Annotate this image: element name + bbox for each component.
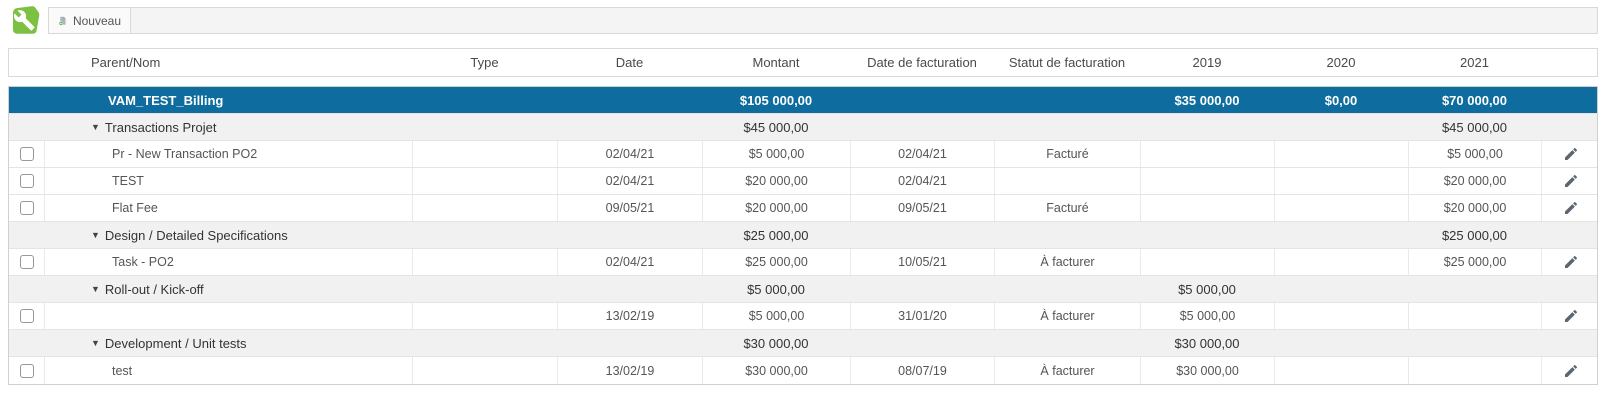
row-date-facturation: 10/05/21 (850, 249, 994, 275)
table-row: Pr - New Transaction PO2 02/04/21 $5 000… (9, 141, 1597, 168)
column-header-parent-nom[interactable]: Parent/Nom (91, 55, 161, 70)
collapse-arrow-icon[interactable]: ▼ (91, 230, 100, 240)
row-statut (994, 168, 1140, 194)
table-row: Task - PO2 02/04/21 $25 000,00 10/05/21 … (9, 249, 1597, 276)
summary-2019: $35 000,00 (1174, 92, 1240, 108)
group-name: Transactions Projet (104, 119, 217, 135)
row-date-facturation: 08/07/19 (850, 357, 994, 384)
row-date-facturation: 02/04/21 (850, 141, 994, 167)
collapse-arrow-icon[interactable]: ▼ (91, 122, 100, 132)
column-header-statut-facturation[interactable]: Statut de facturation (1008, 55, 1126, 70)
edit-icon[interactable] (1563, 308, 1579, 324)
row-type (412, 141, 557, 167)
column-header-date-facturation[interactable]: Date de facturation (867, 55, 977, 70)
row-date: 13/02/19 (557, 303, 702, 329)
row-date-facturation: 09/05/21 (850, 195, 994, 221)
row-statut: Facturé (994, 195, 1140, 221)
edit-icon[interactable] (1563, 146, 1579, 162)
row-statut: À facturer (994, 357, 1140, 384)
column-header-montant[interactable]: Montant (752, 55, 800, 70)
row-date: 02/04/21 (557, 141, 702, 167)
summary-row[interactable]: VAM_TEST_Billing $105 000,00 $35 000,00 … (9, 87, 1597, 114)
row-checkbox[interactable] (19, 174, 34, 188)
row-montant: $20 000,00 (702, 168, 850, 194)
group-2019: $30 000,00 (1174, 335, 1240, 351)
summary-2020: $0,00 (1324, 92, 1358, 108)
row-montant: $20 000,00 (702, 195, 850, 221)
group-montant: $45 000,00 (743, 119, 809, 135)
row-montant: $25 000,00 (702, 249, 850, 275)
table-body: VAM_TEST_Billing $105 000,00 $35 000,00 … (8, 86, 1598, 385)
table-header-row: Parent/Nom Type Date Montant Date de fac… (8, 48, 1598, 77)
row-name: Flat Fee (44, 195, 412, 221)
table-row: test 13/02/19 $30 000,00 08/07/19 À fact… (9, 357, 1597, 384)
nouveau-button[interactable]: Nouveau (49, 8, 131, 33)
row-montant: $5 000,00 (702, 141, 850, 167)
row-statut: À facturer (994, 249, 1140, 275)
row-statut: Facturé (994, 141, 1140, 167)
row-montant: $30 000,00 (702, 357, 850, 384)
column-header-2020[interactable]: 2020 (1326, 55, 1356, 70)
edit-icon[interactable] (1563, 363, 1579, 379)
table-row: 13/02/19 $5 000,00 31/01/20 À facturer $… (9, 303, 1597, 330)
column-header-2021[interactable]: 2021 (1460, 55, 1489, 70)
group-name: Design / Detailed Specifications (104, 227, 288, 243)
group-row[interactable]: ▼ Transactions Projet $45 000,00 $45 000… (9, 114, 1597, 141)
row-name (44, 303, 412, 329)
row-name: test (44, 357, 412, 384)
row-type (412, 195, 557, 221)
column-header-2019[interactable]: 2019 (1192, 55, 1222, 70)
group-row[interactable]: ▼ Roll-out / Kick-off $5 000,00 $5 000,0… (9, 276, 1597, 303)
row-statut: À facturer (994, 303, 1140, 329)
new-document-icon (58, 16, 66, 26)
nouveau-button-label: Nouveau (72, 13, 121, 28)
row-date-facturation: 31/01/20 (850, 303, 994, 329)
row-date-facturation: 02/04/21 (850, 168, 994, 194)
group-2021: $45 000,00 (1441, 119, 1508, 135)
row-checkbox[interactable] (19, 255, 34, 269)
row-name: Pr - New Transaction PO2 (44, 141, 412, 167)
row-date: 02/04/21 (557, 249, 702, 275)
row-name: Task - PO2 (44, 249, 412, 275)
edit-icon[interactable] (1563, 254, 1579, 270)
group-2019: $5 000,00 (1178, 281, 1236, 297)
collapse-arrow-icon[interactable]: ▼ (91, 338, 100, 348)
table-row: TEST 02/04/21 $20 000,00 02/04/21 $20 00… (9, 168, 1597, 195)
row-name: TEST (44, 168, 412, 194)
group-row[interactable]: ▼ Development / Unit tests $30 000,00 $3… (9, 330, 1597, 357)
row-date: 09/05/21 (557, 195, 702, 221)
row-montant: $5 000,00 (702, 303, 850, 329)
summary-montant: $105 000,00 (739, 92, 813, 108)
edit-icon[interactable] (1563, 200, 1579, 216)
group-name: Roll-out / Kick-off (104, 281, 204, 297)
group-name: Development / Unit tests (104, 335, 247, 351)
row-checkbox[interactable] (19, 147, 34, 161)
row-date: 13/02/19 (557, 357, 702, 384)
row-checkbox[interactable] (19, 363, 34, 378)
group-2021: $25 000,00 (1441, 227, 1508, 243)
summary-name: VAM_TEST_Billing (108, 92, 224, 108)
wrench-badge-icon[interactable] (8, 4, 41, 37)
edit-icon[interactable] (1563, 173, 1579, 189)
collapse-arrow-icon[interactable]: ▼ (91, 284, 100, 294)
row-type (412, 303, 557, 329)
group-montant: $25 000,00 (743, 227, 809, 243)
table-row: Flat Fee 09/05/21 $20 000,00 09/05/21 Fa… (9, 195, 1597, 222)
row-date: 02/04/21 (557, 168, 702, 194)
row-type (412, 249, 557, 275)
group-montant: $5 000,00 (747, 281, 805, 297)
row-type (412, 168, 557, 194)
row-checkbox[interactable] (19, 201, 34, 215)
row-checkbox[interactable] (19, 309, 34, 323)
column-header-date[interactable]: Date (615, 55, 644, 70)
group-row[interactable]: ▼ Design / Detailed Specifications $25 0… (9, 222, 1597, 249)
toolbar: Nouveau (0, 0, 1606, 44)
summary-2021: $70 000,00 (1441, 92, 1508, 108)
group-montant: $30 000,00 (743, 335, 809, 351)
row-type (412, 357, 557, 384)
column-header-type[interactable]: Type (470, 55, 499, 70)
toolbar-tabstrip: Nouveau (48, 7, 1598, 34)
